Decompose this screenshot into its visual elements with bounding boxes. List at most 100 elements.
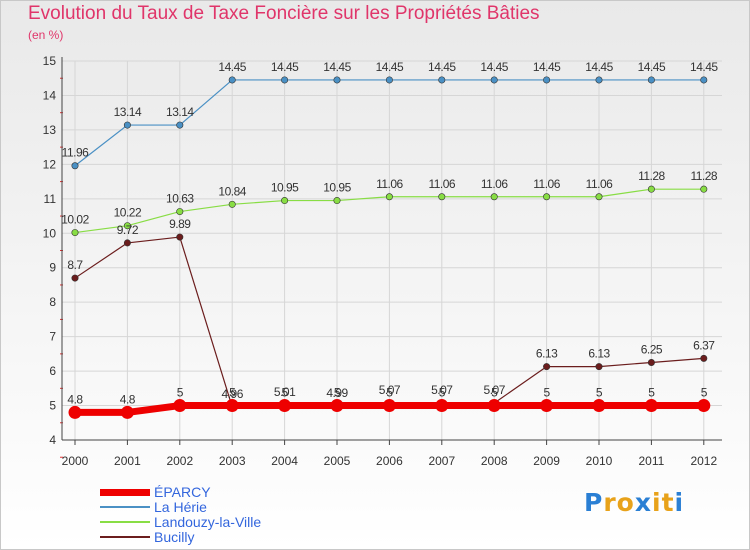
data-label-landouzy-la-ville: 11.28 [638, 169, 665, 183]
data-point--parcy [697, 399, 711, 413]
data-point--parcy [382, 399, 396, 413]
data-point-landouzy-la-ville [595, 193, 603, 201]
x-tick-label: 2002 [166, 454, 193, 468]
legend-swatch-la-herie [100, 506, 150, 508]
data-point--parcy [278, 399, 292, 413]
data-labels: 11.96 13.14 13.14 14.45 14.45 14.45 14.45 14.45… [61, 60, 719, 406]
y-tick-label: 15 [43, 54, 57, 68]
data-point-landouzy-la-ville [438, 193, 446, 201]
logo-letter: o [616, 488, 635, 517]
data-point-la-h-rie [595, 76, 603, 84]
x-tick-label: 2005 [324, 454, 351, 468]
data-label-landouzy-la-ville: 11.06 [376, 177, 403, 191]
data-point-la-h-rie [700, 76, 708, 84]
data-point-landouzy-la-ville [333, 197, 341, 205]
series [68, 76, 711, 419]
data-point-bucilly [595, 363, 603, 371]
data-label-la-h-rie: 11.96 [62, 146, 89, 160]
logo-letter: t [661, 488, 675, 517]
logo-letter: i [652, 488, 662, 517]
data-label-bucilly: 6.25 [641, 342, 663, 356]
data-label-bucilly: 9.72 [117, 223, 139, 237]
data-label-la-h-rie: 14.45 [218, 60, 246, 74]
data-label-bucilly: 5.07 [484, 383, 506, 397]
data-label-landouzy-la-ville: 10.02 [61, 213, 89, 227]
data-label--parcy: 5 [386, 386, 393, 400]
chart-unit: (en %) [28, 28, 64, 42]
logo-letter: x [634, 488, 652, 517]
data-label-la-h-rie: 14.45 [480, 60, 508, 74]
data-label-bucilly: 9.89 [169, 217, 191, 231]
x-tick-label: 2003 [219, 454, 246, 468]
grid [62, 60, 722, 441]
data-label-la-h-rie: 14.45 [271, 60, 299, 74]
data-label-landouzy-la-ville: 10.63 [166, 192, 194, 206]
data-point-bucilly [647, 358, 655, 366]
data-label-bucilly: 8.7 [67, 258, 83, 272]
data-point-landouzy-la-ville [647, 185, 655, 193]
data-label--parcy: 4.8 [120, 392, 136, 406]
data-point--parcy [435, 399, 449, 413]
data-label-la-h-rie: 13.14 [166, 105, 194, 119]
data-point-landouzy-la-ville [123, 222, 131, 230]
data-label-la-h-rie: 14.45 [428, 60, 456, 74]
proxiti-logo: Proxiti [584, 488, 684, 517]
data-label--parcy: 5 [439, 386, 446, 400]
data-point-landouzy-la-ville [176, 208, 184, 216]
data-point-bucilly [700, 354, 708, 362]
data-point-landouzy-la-ville [71, 229, 79, 237]
data-point--parcy [487, 399, 501, 413]
y-tick-label: 12 [43, 157, 57, 171]
data-point-la-h-rie [228, 76, 236, 84]
x-tick-label: 2010 [586, 454, 613, 468]
x-tick-label: 2000 [62, 454, 89, 468]
data-point-bucilly [176, 233, 184, 241]
legend-swatch-bucilly [100, 536, 150, 538]
logo-letter: r [603, 488, 617, 517]
data-point-landouzy-la-ville [281, 197, 289, 205]
x-tick-label: 2009 [533, 454, 560, 468]
data-label-la-h-rie: 14.45 [638, 60, 666, 74]
data-point--parcy [173, 399, 187, 413]
legend-swatch-eparcy [100, 489, 150, 496]
y-tick-label: 8 [49, 295, 56, 309]
legend-label-eparcy: ÉPARCY [154, 484, 211, 500]
legend-swatch-landouzy [100, 521, 150, 523]
data-point-la-h-rie [647, 76, 655, 84]
legend-label-bucilly: Bucilly [154, 529, 195, 545]
data-label-landouzy-la-ville: 11.06 [533, 177, 560, 191]
data-label-la-h-rie: 14.45 [323, 60, 351, 74]
y-tick-label: 10 [43, 226, 57, 240]
data-label--parcy: 5 [177, 386, 184, 400]
x-tick-label: 2006 [376, 454, 403, 468]
chart-title: Evolution du Taux de Taxe Foncière sur l… [28, 3, 540, 24]
y-tick-label: 4 [49, 433, 56, 447]
data-label-landouzy-la-ville: 11.06 [586, 177, 613, 191]
data-point-la-h-rie [176, 121, 184, 129]
data-point--parcy [330, 399, 344, 413]
data-point--parcy [644, 399, 658, 413]
data-point-la-h-rie [543, 76, 551, 84]
data-label--parcy: 5 [648, 386, 655, 400]
data-label--parcy: 5 [282, 386, 289, 400]
y-tick-label: 9 [49, 261, 56, 275]
data-label-bucilly: 6.13 [588, 347, 610, 361]
x-tick-label: 2012 [690, 454, 717, 468]
data-point-landouzy-la-ville [700, 185, 708, 193]
data-point-landouzy-la-ville [228, 200, 236, 208]
x-tick-label: 2001 [114, 454, 141, 468]
data-point-landouzy-la-ville [543, 193, 551, 201]
axes: 4 5 6 7 8 9 10 11 12 13 14 15 2000 2001 2002 2003 2004 20… [43, 54, 722, 468]
data-point-landouzy-la-ville [385, 193, 393, 201]
data-label--parcy: 5 [701, 386, 708, 400]
legend-label-la-herie: La Hérie [154, 499, 207, 515]
data-point--parcy [225, 399, 239, 413]
data-label-bucilly: 5.07 [431, 383, 453, 397]
legend-label-landouzy: Landouzy-la-Ville [154, 514, 262, 530]
data-point--parcy [592, 399, 606, 413]
data-label-landouzy-la-ville: 10.95 [271, 181, 299, 195]
data-label-landouzy-la-ville: 11.06 [428, 177, 455, 191]
data-label-la-h-rie: 14.45 [376, 60, 404, 74]
data-label--parcy: 5 [229, 386, 236, 400]
